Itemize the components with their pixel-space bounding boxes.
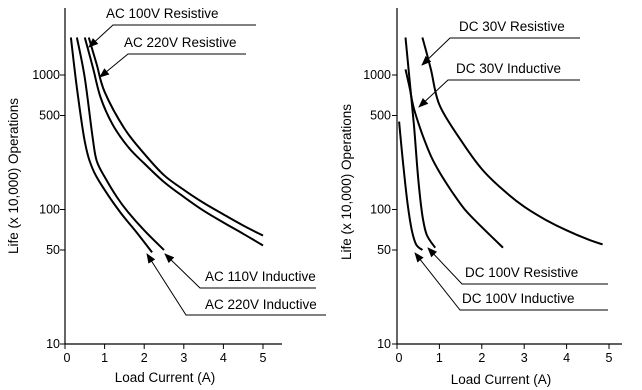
annotation-dc-100v-inductive: DC 100V Inductive bbox=[462, 291, 575, 306]
y-tick-label: 50 bbox=[46, 243, 60, 257]
series-line-ac-100v-resistive bbox=[87, 37, 264, 237]
y-axis-label: Life (x 10,000) Operations bbox=[6, 98, 21, 254]
y-tick-label: 1000 bbox=[363, 68, 391, 82]
annotation-arrow bbox=[427, 247, 608, 285]
series-line-dc-30v-resistive bbox=[421, 37, 603, 246]
series-line-ac-110v-inductive bbox=[75, 37, 165, 251]
annotation-arrow bbox=[421, 37, 580, 66]
annotation-arrow bbox=[88, 24, 256, 48]
annotation-ac-110v-inductive: AC 110V Inductive bbox=[205, 269, 316, 284]
x-tick-label: 1 bbox=[101, 351, 108, 365]
annotation-arrow bbox=[146, 253, 326, 316]
annotation-arrow bbox=[164, 253, 316, 289]
dc-life-chart: 0 1 2 3 4 5 10 50 100 500 1000 Load Current (A) Li… bbox=[339, 8, 622, 387]
series-line-dc-100v-inductive bbox=[398, 121, 424, 251]
y-axis-label: Life (x 10,000) Operations bbox=[339, 104, 354, 260]
annotation-arrow bbox=[414, 252, 608, 311]
x-tick-label: 2 bbox=[141, 351, 148, 365]
x-tick-label: 5 bbox=[606, 351, 613, 365]
y-tick-label: 100 bbox=[39, 203, 60, 217]
y-tick-label: 1000 bbox=[32, 68, 60, 82]
x-axis-label: Load Current (A) bbox=[115, 370, 216, 385]
x-axis-label: Load Current (A) bbox=[451, 372, 552, 387]
y-tick-label: 500 bbox=[39, 108, 60, 122]
annotation-dc-30v-resistive: DC 30V Resistive bbox=[459, 19, 565, 34]
y-tick-label: 500 bbox=[370, 108, 391, 122]
annotation-ac-220v-resistive: AC 220V Resistive bbox=[124, 35, 237, 50]
series-line-dc-30v-inductive bbox=[404, 69, 504, 249]
x-tick-label: 1 bbox=[436, 351, 443, 365]
x-tick-label: 5 bbox=[260, 351, 267, 365]
x-tick-label: 4 bbox=[220, 351, 227, 365]
annotation-arrow bbox=[418, 79, 580, 108]
annotation-dc-100v-resistive: DC 100V Resistive bbox=[465, 265, 578, 280]
y-tick-label: 50 bbox=[377, 243, 391, 257]
x-tick-label: 4 bbox=[563, 351, 570, 365]
series-line-ac-220v-resistive bbox=[83, 37, 264, 247]
series-line-dc-100v-resistive bbox=[404, 37, 437, 249]
annotation-dc-30v-inductive: DC 30V Inductive bbox=[456, 61, 561, 76]
annotation-arrow bbox=[99, 53, 246, 78]
ac-life-chart: 0 1 2 3 4 5 10 50 100 500 1000 Load Current (A) Li… bbox=[6, 6, 326, 385]
x-tick-label: 2 bbox=[478, 351, 485, 365]
y-tick-label: 10 bbox=[46, 337, 60, 351]
annotation-ac-220v-inductive: AC 220V Inductive bbox=[205, 297, 317, 312]
series-line-ac-220v-inductive bbox=[69, 37, 153, 254]
y-tick-label: 10 bbox=[377, 337, 391, 351]
x-tick-label: 0 bbox=[64, 351, 71, 365]
x-tick-label: 0 bbox=[396, 351, 403, 365]
annotation-ac-100v-resistive: AC 100V Resistive bbox=[106, 6, 219, 21]
x-tick-label: 3 bbox=[180, 351, 187, 365]
y-tick-label: 100 bbox=[370, 203, 391, 217]
x-tick-label: 3 bbox=[521, 351, 528, 365]
